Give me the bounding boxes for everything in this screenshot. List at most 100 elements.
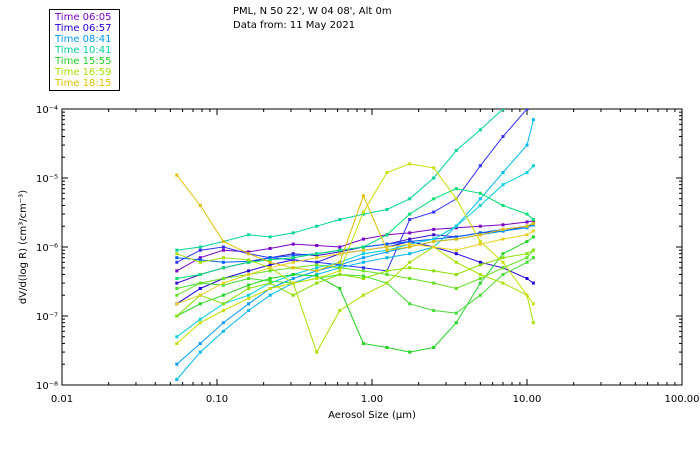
- legend-item: Time 06:57: [55, 23, 112, 34]
- data-point: [454, 260, 458, 264]
- series-line: [176, 119, 534, 380]
- data-point: [198, 342, 202, 345]
- data-point: [268, 277, 272, 280]
- data-point: [247, 269, 251, 273]
- data-point: [247, 293, 251, 297]
- data-point: [432, 166, 436, 170]
- data-point: [432, 176, 436, 180]
- data-point: [361, 252, 365, 256]
- data-point: [175, 302, 179, 306]
- data-point: [175, 173, 179, 177]
- data-point: [385, 208, 389, 211]
- data-point: [525, 252, 529, 256]
- data-point: [315, 269, 319, 273]
- data-point: [531, 164, 535, 168]
- data-point: [454, 311, 458, 315]
- data-point: [531, 281, 535, 285]
- data-point: [291, 252, 295, 256]
- data-point: [315, 244, 319, 247]
- data-point: [478, 191, 482, 195]
- data-point: [221, 277, 225, 280]
- data-point: [408, 240, 412, 243]
- data-point: [338, 266, 342, 270]
- y-tick-label: 10⁻⁷: [36, 312, 58, 323]
- legend-item: Time 18:15: [55, 78, 112, 89]
- data-point: [526, 103, 529, 106]
- legend-item: Time 15:55: [55, 56, 112, 67]
- data-point: [525, 277, 529, 280]
- data-point: [454, 287, 458, 290]
- data-point: [247, 258, 251, 262]
- data-point: [291, 266, 295, 270]
- y-tick-label: 10⁻⁴: [36, 105, 58, 116]
- data-point: [221, 240, 225, 243]
- data-point: [221, 283, 225, 287]
- data-point: [532, 103, 535, 106]
- data-point: [385, 346, 389, 349]
- data-point: [247, 287, 251, 290]
- data-point: [361, 293, 365, 297]
- data-point: [531, 218, 535, 221]
- data-point: [361, 342, 365, 345]
- data-point: [501, 237, 505, 241]
- data-point: [361, 260, 365, 264]
- data-point: [385, 269, 389, 273]
- data-point: [478, 128, 482, 132]
- data-point: [198, 302, 202, 306]
- data-point: [478, 224, 482, 228]
- data-point: [525, 226, 529, 230]
- data-point: [408, 231, 412, 235]
- data-point: [432, 269, 436, 273]
- data-point: [531, 302, 535, 306]
- data-point: [432, 227, 436, 231]
- data-point: [268, 281, 272, 285]
- data-point: [478, 164, 482, 168]
- data-point: [291, 277, 295, 280]
- data-point: [454, 248, 458, 252]
- data-point: [198, 258, 202, 262]
- data-point: [478, 263, 482, 267]
- data-point: [525, 240, 529, 243]
- location-header: PML, N 50 22', W 04 08', Alt 0m: [233, 6, 392, 17]
- data-point: [408, 252, 412, 256]
- data-point: [338, 252, 342, 256]
- data-point: [501, 273, 505, 276]
- series-12: [175, 248, 535, 297]
- data-point: [291, 260, 295, 264]
- data-point: [501, 223, 505, 227]
- data-point: [408, 266, 412, 270]
- data-point: [315, 281, 319, 285]
- data-point: [315, 274, 319, 278]
- data-point: [291, 281, 295, 285]
- legend-item: Time 10:41: [55, 45, 112, 56]
- data-point: [291, 256, 295, 260]
- data-point: [221, 281, 225, 285]
- data-point: [175, 335, 179, 339]
- data-point: [175, 314, 179, 318]
- series-8: [175, 103, 535, 252]
- plot-frame: [61, 108, 683, 386]
- data-point: [501, 256, 505, 260]
- data-point: [268, 256, 272, 260]
- data-point: [315, 254, 319, 258]
- data-point: [501, 281, 505, 285]
- data-point: [361, 212, 365, 216]
- data-point: [175, 281, 179, 285]
- data-point: [454, 187, 458, 191]
- series-16: [175, 173, 535, 273]
- data-point: [221, 256, 225, 260]
- data-point: [247, 233, 251, 237]
- data-point: [501, 266, 505, 270]
- data-point: [175, 378, 179, 381]
- y-tick-label: 10⁻⁵: [36, 174, 58, 185]
- data-point: [361, 194, 365, 198]
- data-point: [454, 321, 458, 325]
- data-point: [291, 293, 295, 297]
- y-tick-label: 10⁻⁸: [36, 381, 58, 392]
- data-point: [525, 109, 529, 111]
- data-point: [408, 277, 412, 280]
- data-point: [525, 171, 529, 174]
- data-point: [478, 281, 482, 285]
- data-point: [198, 273, 202, 276]
- legend-item: Time 06:05: [55, 12, 112, 23]
